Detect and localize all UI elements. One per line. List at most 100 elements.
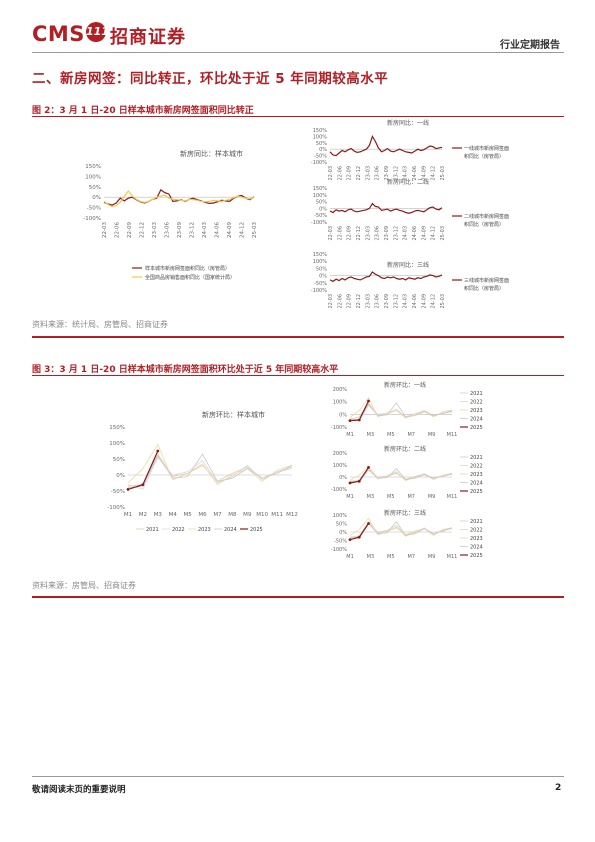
- legend-label: 积同比（房管局）: [464, 221, 504, 228]
- x-tick-label: 23-12: [190, 222, 196, 238]
- y-tick-label: 0%: [116, 473, 125, 479]
- x-tick-label: 25-03: [440, 294, 446, 309]
- y-tick-label: -50%: [334, 539, 347, 545]
- x-tick-label: 24-09: [227, 222, 233, 238]
- y-tick-label: 100%: [313, 259, 328, 265]
- series-point: [357, 479, 361, 483]
- legend-label: 2023: [470, 408, 483, 414]
- chart-title: 新房环比：一线: [384, 381, 426, 389]
- chart-title: 新房环比：三线: [384, 509, 426, 517]
- legend-label: 2024: [470, 417, 483, 423]
- y-tick-label: 150%: [313, 186, 328, 192]
- y-tick-label: -50%: [111, 489, 125, 495]
- series-point: [141, 483, 145, 486]
- x-tick-label: M5: [387, 494, 395, 500]
- x-tick-label: 23-09: [384, 226, 390, 241]
- x-tick-label: 23-09: [384, 166, 390, 181]
- y-tick-label: 200%: [333, 387, 348, 393]
- legend-label: 积同比（房管局）: [464, 285, 504, 292]
- x-tick-label: M5: [387, 432, 395, 438]
- x-tick-label: 22-06: [337, 226, 343, 241]
- y-tick-label: -50%: [314, 213, 327, 219]
- series-line: [103, 190, 255, 208]
- x-tick-label: M11: [271, 512, 283, 518]
- fig2-rule: [32, 116, 564, 117]
- x-tick-label: 24-09: [421, 166, 427, 181]
- legend-label: 2022: [470, 528, 483, 534]
- x-tick-label: 24-03: [202, 222, 208, 238]
- chart-yoy-tier2: 新房同比：二线 150%100%50%0%-50%-100%22-03 22-06 2…: [311, 178, 509, 241]
- y-tick-label: -100%: [107, 505, 125, 511]
- series-line: [329, 134, 443, 157]
- x-tick-label: M7: [407, 432, 415, 438]
- page-number: 2: [555, 783, 562, 793]
- x-tick-label: 24-03: [403, 294, 409, 309]
- series-point: [357, 535, 361, 539]
- x-tick-label: 24-12: [431, 226, 437, 241]
- series-line: [349, 468, 453, 482]
- x-tick-label: 24-06: [412, 226, 418, 241]
- legend-label: 样本城市新房网签面积同比（房管局）: [145, 265, 230, 272]
- legend-label: 三线城市新房网签面: [464, 277, 509, 284]
- y-tick-label: 0%: [319, 206, 327, 212]
- x-tick-label: 24-09: [421, 226, 427, 241]
- legend-label: 2022: [470, 400, 483, 406]
- chart-title: 新房同比：二线: [387, 178, 429, 186]
- section-title: 二、新房网签：同比转正，环比处于近 5 年同期较高水平: [32, 71, 389, 87]
- series-line: [349, 397, 453, 419]
- x-tick-label: 23-03: [365, 226, 371, 241]
- footer-disclaimer: 敬请阅读末页的重要说明: [32, 785, 126, 795]
- chart-title: 新房同比：一线: [387, 119, 429, 127]
- chart-mom-tier1: 新房环比：一线 200% 100% 0% -100%M1 M3 M5 M7 M9 M11 2021 2…: [331, 381, 483, 438]
- series-point: [367, 466, 370, 469]
- logo-cn: 招商证券: [110, 27, 186, 48]
- y-tick-label: 150%: [313, 128, 328, 134]
- x-tick-label: 22-03: [102, 222, 108, 238]
- chart-title: 新房环比：二线: [384, 445, 426, 453]
- x-tick-label: 23-06: [165, 222, 171, 238]
- x-tick-label: 23-12: [393, 226, 399, 241]
- series-line: [329, 271, 443, 283]
- x-tick-label: 23-06: [375, 226, 381, 241]
- y-tick-label: 50%: [316, 266, 327, 272]
- x-tick-label: 23-03: [365, 166, 371, 181]
- y-tick-label: 150%: [109, 425, 125, 431]
- x-tick-label: 23-06: [375, 294, 381, 309]
- x-tick-label: M9: [428, 494, 436, 500]
- chart-mom-tier2: 新房环比：二线 200% 100% 0% -100%M1 M3 M5 M7 M9 M11 2021 2…: [331, 445, 483, 500]
- x-tick-label: 25-03: [440, 226, 446, 241]
- legend-label: 2021: [470, 519, 483, 525]
- y-tick-label: -100%: [331, 547, 347, 553]
- x-tick-label: M7: [407, 554, 415, 560]
- series-point: [367, 399, 370, 403]
- x-tick-label: 23-12: [393, 166, 399, 181]
- chart-yoy-sample: 新房同比：样本城市 150% 100% 50% 0% -50% -100%22-03 22-0…: [83, 149, 258, 281]
- legend-label: 2022: [470, 464, 483, 470]
- series-line: [127, 443, 293, 486]
- legend-label: 2023: [470, 536, 483, 542]
- series-point: [367, 522, 370, 525]
- series-line: [349, 465, 453, 482]
- fig2-title: 图 2：3 月 1 日-20 日样本城市新房网签面积同比转正: [32, 106, 254, 116]
- y-tick-label: 50%: [316, 141, 327, 147]
- x-tick-label: M10: [256, 512, 268, 518]
- x-tick-label: 24-09: [421, 294, 427, 309]
- y-tick-label: -50%: [314, 154, 327, 160]
- series-point: [348, 419, 352, 423]
- y-tick-label: 100%: [85, 174, 101, 180]
- legend-label: 2021: [146, 527, 159, 533]
- x-tick-label: 24-03: [403, 226, 409, 241]
- x-tick-label: M1: [124, 512, 132, 518]
- report-type: 行业定期报告: [500, 40, 560, 51]
- legend-label: 2023: [470, 472, 483, 478]
- y-tick-label: -100%: [331, 425, 347, 431]
- x-tick-label: 22-09: [127, 222, 133, 238]
- y-tick-label: -100%: [83, 216, 101, 222]
- fig3-source: 资料来源：房管局、招商证券: [32, 581, 136, 590]
- y-tick-label: 100%: [333, 513, 348, 519]
- series-point: [156, 449, 160, 453]
- x-tick-label: M2: [139, 512, 147, 518]
- y-tick-label: 50%: [113, 457, 125, 463]
- x-tick-label: M7: [407, 494, 415, 500]
- x-tick-label: 24-12: [431, 294, 437, 309]
